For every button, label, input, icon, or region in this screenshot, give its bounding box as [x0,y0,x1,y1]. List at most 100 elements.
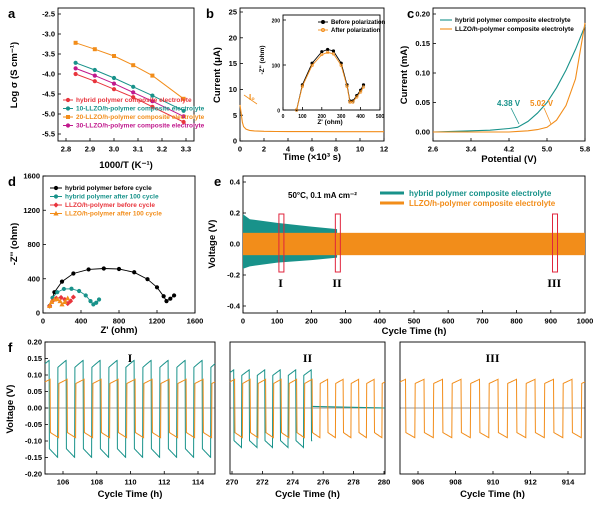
inset-data-point [326,50,330,55]
legend-marker [65,106,71,111]
panel-c-letter: c [407,6,414,21]
panel-c-legend: hybrid polymer composite electrolyte LLZO… [440,17,574,33]
data-point [168,296,173,301]
panel-a-series [73,40,186,125]
x-tick-label: 800 [510,317,523,326]
y-tick-label: 1200 [23,206,40,215]
envelope-llzo [243,232,585,256]
data-point [54,296,60,302]
inset-series-line [296,51,364,111]
y-tick-label: -5.0 [42,110,55,119]
data-point [154,285,160,290]
data-point [73,66,78,71]
data-point [65,295,71,301]
x-tick-label: 100 [298,114,307,120]
y-tick-label: -5.5 [42,130,55,139]
series-line [229,378,386,439]
inset-data-point [310,61,314,65]
data-point [61,286,66,292]
data-point [59,301,65,307]
data-point [62,299,68,304]
panel-a-letter: a [8,6,16,21]
series-line [229,368,313,449]
x-tick-label: 4.2 [504,145,514,154]
x-tick-label: 10 [356,145,364,154]
data-point [70,294,76,300]
legend-label: hybrid polymer composite electrolyte [76,97,192,104]
data-point [58,294,64,301]
x-tick-label: 100 [271,317,284,326]
x-tick-label: 0 [282,114,285,120]
panel-b-inset-series [294,47,366,112]
x-tick-label: 500 [408,317,421,326]
subplot-xlabel: Cycle Time (h) [460,489,525,500]
panel-b-inset-ylabel: -Z'' (ohm) [259,45,266,74]
panel-a-xlabel: 1000/T (K⁻¹) [99,160,153,171]
inset-data-point [361,85,366,89]
region-box [334,213,341,273]
legend-marker [66,115,70,119]
inset-data-point [326,47,330,52]
y-tick-label: 0.4 [230,178,241,187]
inset-data-point [320,50,324,54]
panel-f-subplot-I: 106 108 110 112 114 Cycle Time (h) I [44,341,216,500]
legend-marker [53,210,59,216]
x-tick-label: 114 [192,478,205,487]
legend-label: hybrid polymer after 100 cycle [65,194,159,201]
x-tick-label: 106 [57,478,70,487]
data-point [88,299,93,304]
panel-a-axes [57,7,195,142]
y-tick-label: -4.5 [42,90,55,99]
inset-data-point [361,83,366,87]
data-point [164,299,169,304]
legend-label: hybrid polymer composite electrolyte [455,17,571,24]
data-point [131,95,136,100]
panel-c-series [432,22,586,133]
x-tick-label: 1600 [187,317,204,326]
panel-d-yticks: 1600 1200 800 400 0 [23,172,46,318]
ann-arrow-orange [543,107,552,125]
panel-d-legend: hybrid polymer before cycle hybrid polyme… [50,185,162,218]
data-point [161,294,166,299]
panel-a-legend: hybrid polymer composite electrolyte 10-L… [63,97,205,130]
legend-label: Before polarization [331,20,386,26]
series-line [433,22,586,133]
y-tick-label: -3.0 [42,30,55,39]
y-tick-label: 0.0 [230,240,240,249]
data-point [92,79,97,84]
panel-e-xlabel: Cycle Time (h) [382,326,447,337]
data-point [150,93,155,98]
data-point [77,288,82,294]
panel-c-xticks: 2.6 3.4 4.2 5.0 5.8 [428,138,590,154]
inset-data-point [310,63,314,67]
legend-label: After polarization [331,28,381,34]
series-line [239,104,384,133]
data-point [94,300,99,305]
panel-d-ylabel: -Z'' (ohm) [9,223,20,266]
inset-data-point [348,100,352,104]
y-tick-label: 0.10 [415,69,430,78]
panel-d: d 0 400 800 1200 1600 1600 1200 800 400 0 Z' (oh… [8,172,203,336]
data-point [59,279,65,284]
y-tick-label: 0.05 [415,98,430,107]
data-point [48,299,55,304]
legend-label: 20-LLZO/h-polymer composite electrolyte [76,114,205,121]
data-point [111,87,117,92]
panel-a-yticks: -2.5 -3.0 -3.5 -4.0 -4.5 -5.0 -5.5 [42,10,61,139]
data-point [111,75,117,81]
panel-e-legend: hybrid polymer composite electrolyteLLZO… [380,189,556,208]
x-tick-label: 5.8 [580,145,590,154]
x-tick-label: 600 [442,317,455,326]
legend-marker [321,20,325,24]
series-line [44,359,216,459]
data-point [47,303,53,308]
region-label: I [278,276,283,290]
series-line [432,25,586,133]
ann-arrow-teal [510,107,520,125]
x-tick-label: 3.3 [181,145,191,154]
data-point [181,96,186,101]
legend-marker [53,185,59,191]
panel-c-yticks: 0.20 0.15 0.10 0.05 0.00 [415,10,436,137]
data-point [101,266,106,271]
x-tick-label: 200 [318,114,327,120]
